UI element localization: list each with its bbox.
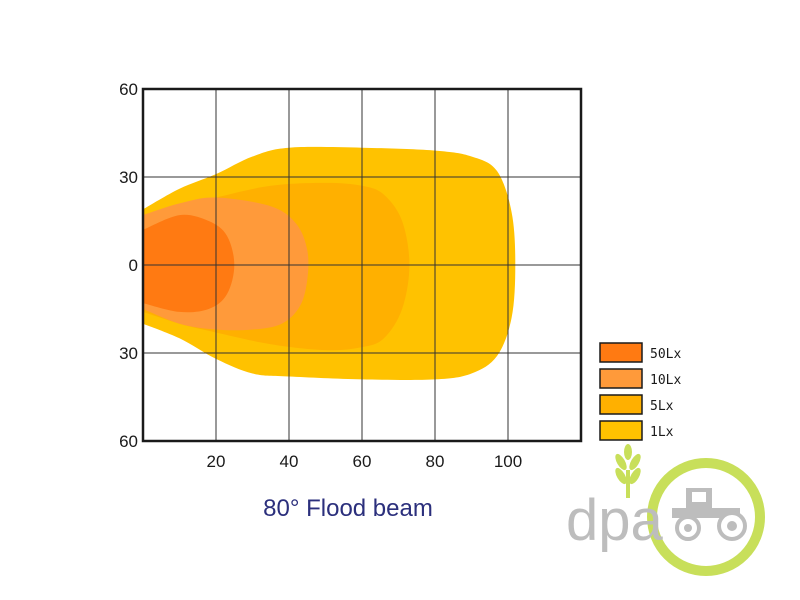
x-tick-label: 40 xyxy=(280,452,299,471)
dpa-logo: dpa xyxy=(566,444,765,576)
y-tick-label: 30 xyxy=(119,344,138,363)
logo-text: dpa xyxy=(566,488,664,553)
beam-areas xyxy=(143,146,516,380)
chart-grid xyxy=(141,87,583,443)
x-axis-ticks: 20 40 60 80 100 xyxy=(207,452,523,471)
legend-label: 50Lx xyxy=(650,347,681,362)
legend-swatch xyxy=(599,368,643,389)
y-tick-label: 60 xyxy=(119,80,138,99)
y-tick-label: 30 xyxy=(119,168,138,187)
y-axis-ticks: 60 30 0 30 60 xyxy=(119,80,138,451)
x-tick-label: 20 xyxy=(207,452,226,471)
beam-area-50lx xyxy=(143,214,235,313)
logo-ring xyxy=(647,458,765,576)
y-tick-label: 60 xyxy=(119,432,138,451)
x-tick-label: 100 xyxy=(494,452,522,471)
legend-label: 10Lx xyxy=(650,373,681,388)
x-tick-label: 80 xyxy=(426,452,445,471)
legend-label: 5Lx xyxy=(650,399,674,414)
chart-legend: 50Lx 10Lx 5Lx 1Lx xyxy=(599,342,681,441)
y-tick-label: 0 xyxy=(129,256,138,275)
wheat-icon xyxy=(615,444,641,498)
legend-swatch xyxy=(599,420,643,441)
tractor-icon xyxy=(672,488,747,541)
legend-label: 1Lx xyxy=(650,425,674,440)
legend-swatch xyxy=(599,342,643,363)
legend-swatch xyxy=(599,394,643,415)
x-tick-label: 60 xyxy=(353,452,372,471)
chart-title: 80° Flood beam xyxy=(263,495,433,522)
plot-frame xyxy=(141,87,583,443)
